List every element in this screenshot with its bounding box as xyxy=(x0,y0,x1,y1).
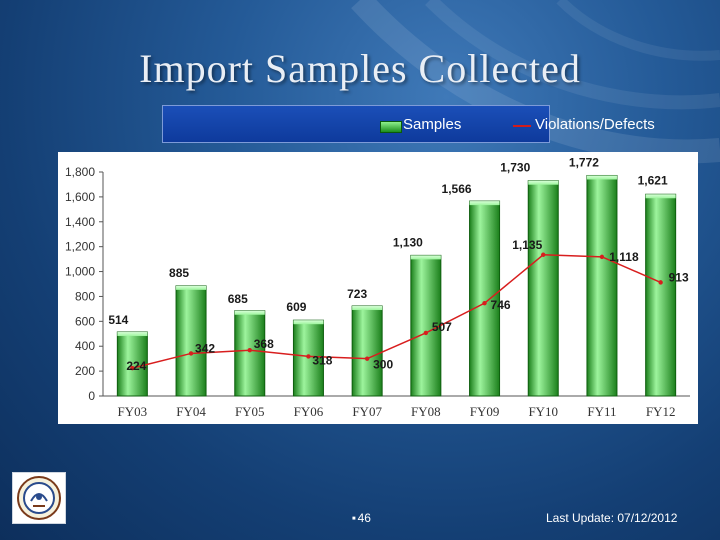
bar xyxy=(175,285,207,397)
line-value-label: 507 xyxy=(432,320,452,334)
bar-value-label: 1,621 xyxy=(638,173,668,187)
bar xyxy=(351,305,383,397)
bar xyxy=(527,180,559,397)
bar-value-label: 885 xyxy=(169,266,189,280)
samples-swatch-icon xyxy=(380,121,402,133)
y-tick-label: 200 xyxy=(75,364,95,378)
line-point xyxy=(482,300,487,306)
slide-number: ■ 46 xyxy=(352,511,371,525)
bar-cap xyxy=(176,285,207,290)
line-point xyxy=(188,351,194,356)
bar xyxy=(116,331,148,397)
bar-cap xyxy=(410,255,441,260)
bar-value-label: 723 xyxy=(347,287,367,301)
bar-value-label: 609 xyxy=(286,300,306,314)
bar-cap xyxy=(293,320,324,325)
bar xyxy=(586,174,618,397)
bar-cap xyxy=(586,175,617,180)
bar-cap xyxy=(352,306,383,311)
bar xyxy=(410,254,442,397)
line-point xyxy=(364,356,370,361)
x-tick-label: FY08 xyxy=(411,404,441,419)
bar-cap xyxy=(234,310,265,315)
x-tick-label: FY07 xyxy=(352,404,382,419)
line-value-label: 368 xyxy=(254,337,274,351)
line-point xyxy=(658,280,663,285)
bar-value-label: 514 xyxy=(108,313,128,327)
y-tick-label: 1,000 xyxy=(65,265,95,279)
line-value-label: 1,135 xyxy=(512,238,542,252)
line-value-label: 1,118 xyxy=(609,250,639,264)
violations-line xyxy=(132,253,661,369)
bullet-icon: ■ xyxy=(352,515,356,522)
line-value-label: 224 xyxy=(126,359,146,373)
line-point xyxy=(541,252,546,257)
line-value-label: 913 xyxy=(669,270,689,284)
slide-number-text: 46 xyxy=(357,511,371,525)
x-tick-label: FY10 xyxy=(528,404,558,419)
bar-value-label: 1,772 xyxy=(569,155,599,169)
y-tick-label: 1,400 xyxy=(65,215,95,229)
agency-seal-logo xyxy=(12,472,66,524)
bar-cap xyxy=(117,332,148,337)
x-tick-label: FY09 xyxy=(470,404,500,419)
line-point xyxy=(130,365,135,371)
x-tick-label: FY06 xyxy=(294,404,324,419)
y-tick-label: 1,200 xyxy=(65,240,95,254)
x-tick-label: FY04 xyxy=(176,404,206,419)
legend-samples-label: Samples xyxy=(403,116,462,133)
y-tick-label: 600 xyxy=(75,314,95,328)
slide-title: Import Samples Collected xyxy=(139,46,581,91)
line-point xyxy=(599,254,605,260)
y-tick-label: 1,600 xyxy=(65,190,95,204)
violations-swatch-icon xyxy=(513,125,531,127)
x-tick-label: FY12 xyxy=(646,404,676,419)
line-value-label: 746 xyxy=(491,298,511,312)
chart-legend: Samples Violations/Defects xyxy=(162,105,655,143)
bar-value-label: 1,730 xyxy=(500,161,530,175)
legend-violations-label: Violations/Defects xyxy=(535,116,655,133)
y-tick-label: 1,800 xyxy=(65,165,95,179)
bar-cap xyxy=(528,180,559,185)
bar-value-label: 685 xyxy=(228,292,248,306)
line-value-label: 342 xyxy=(195,341,215,355)
bar-cap xyxy=(645,194,676,199)
line-point xyxy=(306,354,311,359)
y-tick-label: 800 xyxy=(75,289,95,303)
x-tick-label: FY05 xyxy=(235,404,265,419)
y-tick-label: 0 xyxy=(88,389,95,403)
bar xyxy=(234,310,266,397)
last-update: Last Update: 07/12/2012 xyxy=(546,511,678,525)
line-point xyxy=(423,330,429,336)
x-tick-label: FY03 xyxy=(118,404,148,419)
bar xyxy=(645,193,677,397)
y-tick-label: 400 xyxy=(75,339,95,353)
bar xyxy=(469,200,501,397)
bar-value-label: 1,566 xyxy=(442,182,472,196)
line-value-label: 300 xyxy=(373,358,393,372)
x-tick-label: FY11 xyxy=(587,404,616,419)
bar-cap xyxy=(469,201,500,206)
bar-value-label: 1,130 xyxy=(393,235,423,249)
line-value-label: 318 xyxy=(312,353,332,367)
line-point xyxy=(247,348,252,353)
